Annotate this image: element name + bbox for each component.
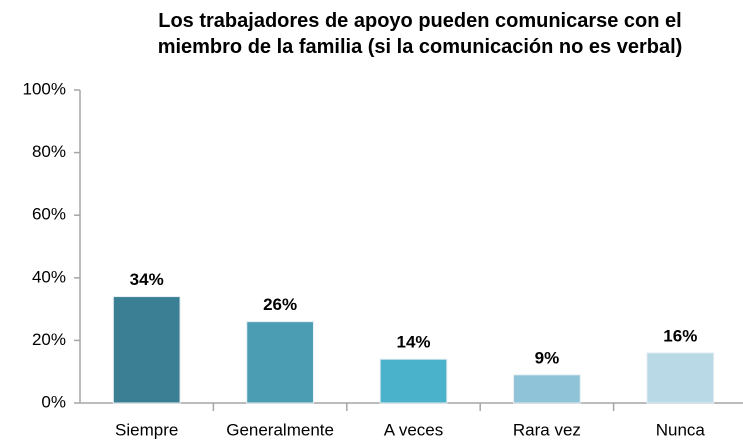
data-label: 26% [263, 295, 297, 314]
y-tick-label: 0% [41, 392, 66, 411]
chart-title: Los trabajadores de apoyo pueden comunic… [157, 10, 683, 58]
y-tick-label: 60% [32, 205, 66, 224]
bar [646, 352, 715, 404]
y-tick-label: 80% [32, 142, 66, 161]
x-tick-label: Siempre [115, 420, 178, 439]
y-tick-label: 100% [23, 79, 66, 98]
x-tick-label: Generalmente [226, 420, 334, 439]
data-label: 14% [396, 333, 430, 352]
data-label: 34% [130, 270, 164, 289]
x-tick-label: Nunca [656, 420, 706, 439]
x-tick-label: A veces [384, 420, 444, 439]
bar [513, 374, 581, 404]
bar [246, 321, 314, 404]
y-tick-label: 40% [32, 267, 66, 286]
data-label: 16% [663, 326, 697, 345]
bar [112, 296, 181, 404]
bar [379, 358, 448, 404]
x-tick-label: Rara vez [513, 420, 581, 439]
data-label: 9% [535, 348, 560, 367]
y-tick-label: 20% [32, 330, 66, 349]
